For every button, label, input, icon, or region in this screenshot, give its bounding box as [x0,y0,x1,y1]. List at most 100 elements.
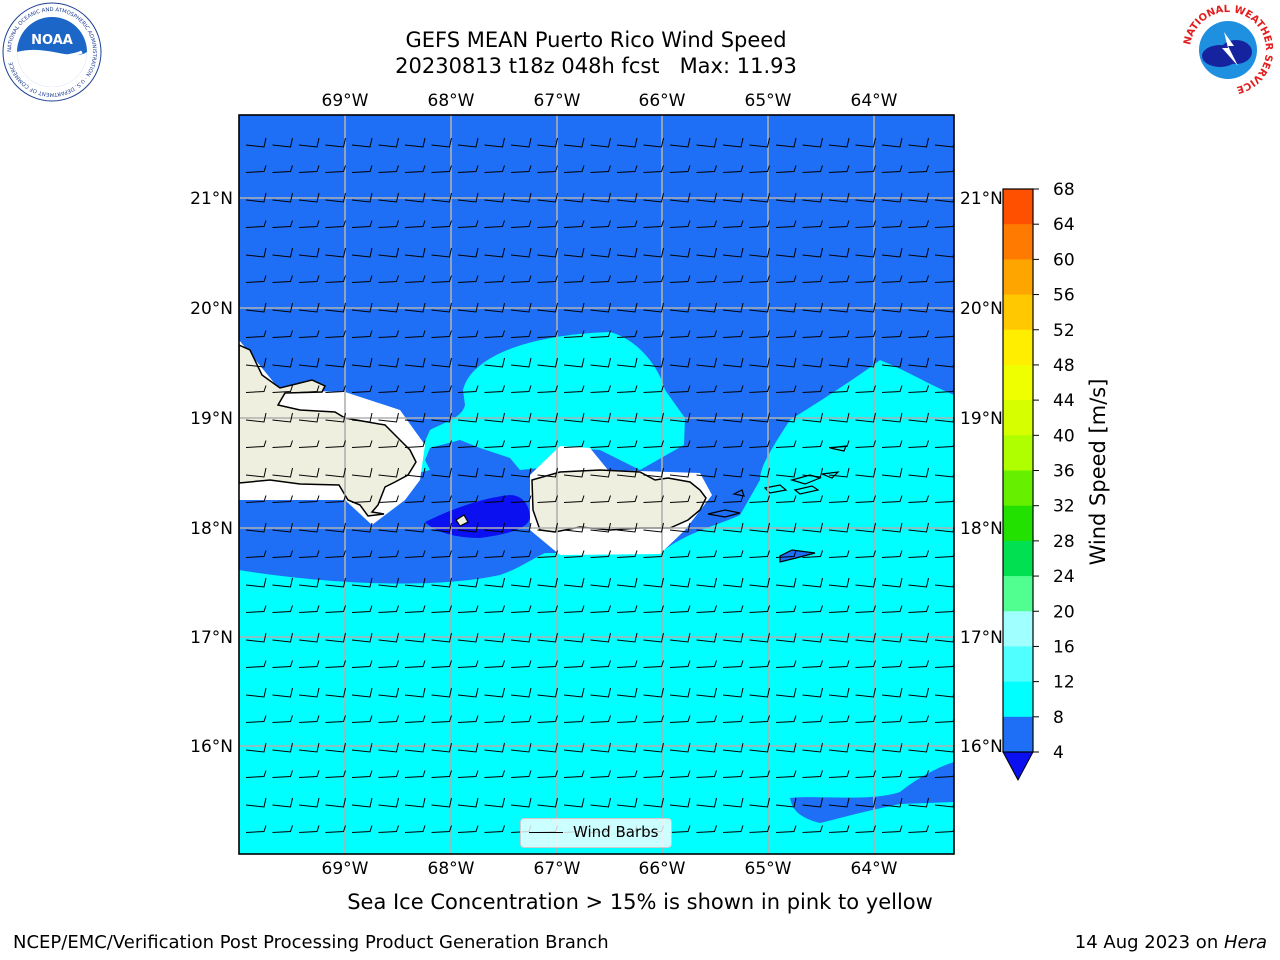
wind-barb [272,770,293,778]
wind-barb [881,605,903,613]
wind-barb [325,137,346,148]
wind-barb [378,220,399,228]
wind-barb [298,687,320,698]
wind-barb [775,385,797,393]
wind-barb [881,330,903,338]
wind-barb [325,330,346,338]
wind-barb [298,825,320,833]
wind-barb [351,247,373,258]
wind-barb [590,715,611,723]
wind-barb [908,660,929,668]
wind-barb [272,330,293,338]
wind-barb [908,550,929,558]
wind-barb [669,797,691,808]
wind-barb [272,192,293,203]
wind-barb [484,220,505,228]
wind-barb [325,687,346,698]
wind-barb [563,302,585,313]
wind-barb [669,467,691,478]
wind-barb [643,330,664,338]
wind-barb [351,165,373,173]
wind-barb [696,247,717,258]
wind-barb [510,302,532,313]
wind-barb [351,742,373,753]
wind-barb [881,137,903,148]
wind-barb [272,495,293,503]
wind-barb [775,742,797,753]
wind-barb [934,771,954,778]
wind-barb [696,742,717,753]
wind-barb [351,220,373,228]
wind-barb [934,826,954,833]
wind-barb [457,137,479,148]
wind-barb [934,386,954,393]
wind-barb [908,632,929,643]
colorbar-segment [1003,224,1033,260]
wind-barb [828,577,850,588]
wind-barb [855,495,876,503]
wind-barb [563,605,585,613]
wind-barb [616,797,638,808]
noaa-logo: NATIONAL OCEANIC AND ATMOSPHERIC ADMINIS… [2,2,102,102]
wind-barb [828,412,850,423]
wind-barb [643,247,664,258]
wind-barb [484,577,505,588]
wind-barb [802,660,823,668]
wind-barb [696,797,717,808]
wind-barb [855,137,876,148]
wind-barb [272,522,293,533]
wind-barb [537,550,558,558]
lon-label-top: 65°W [745,91,792,111]
wind-barb [272,440,293,448]
wind-barb [934,166,954,173]
wind-barb [934,551,954,558]
wind-barb [590,770,611,778]
wind-barb [855,632,876,643]
wind-barb [749,797,770,808]
wind-barb [590,742,611,753]
wind-barb [404,770,426,778]
wind-barb [457,467,479,478]
wind-barb [881,247,903,258]
wind-barb [378,660,399,668]
wind-barb [590,247,611,258]
wind-barb [855,192,876,203]
wind-barb [457,770,479,778]
wind-barb [431,220,452,228]
wind-barb [272,275,293,283]
wind-barb [351,467,373,478]
wind-barb [378,770,399,778]
wind-barb [378,550,399,558]
wind-barb [325,742,346,753]
legend-label: Wind Barbs [573,823,659,841]
wind-barb [325,412,346,423]
wind-barb [351,357,373,368]
wind-barb [775,550,797,558]
wind-barb [749,165,770,173]
wind-barb [590,220,611,228]
wind-barb [855,302,876,313]
wind-barb [404,550,426,558]
wind-barb [351,412,373,423]
wind-barb [510,412,532,423]
wind-barb [378,440,399,448]
wind-barb [669,715,691,723]
wind-barb [908,412,929,423]
wind-barb [457,330,479,338]
wind-barb [404,632,426,643]
wind-barb [749,605,770,613]
wind-barb [775,660,797,668]
wind-barb [775,577,797,588]
footer-host: Hera [1223,932,1267,953]
wind-barb [245,220,267,228]
wind-barb [537,742,558,753]
wind-barb [590,495,611,503]
wind-barb [908,192,929,203]
wind-barb [934,635,954,643]
wind-barb [908,715,929,723]
wind-barb [775,632,797,643]
colorbar-tick-label: 52 [1053,321,1075,341]
wind-barb [722,770,744,778]
wind-barb [484,247,505,258]
